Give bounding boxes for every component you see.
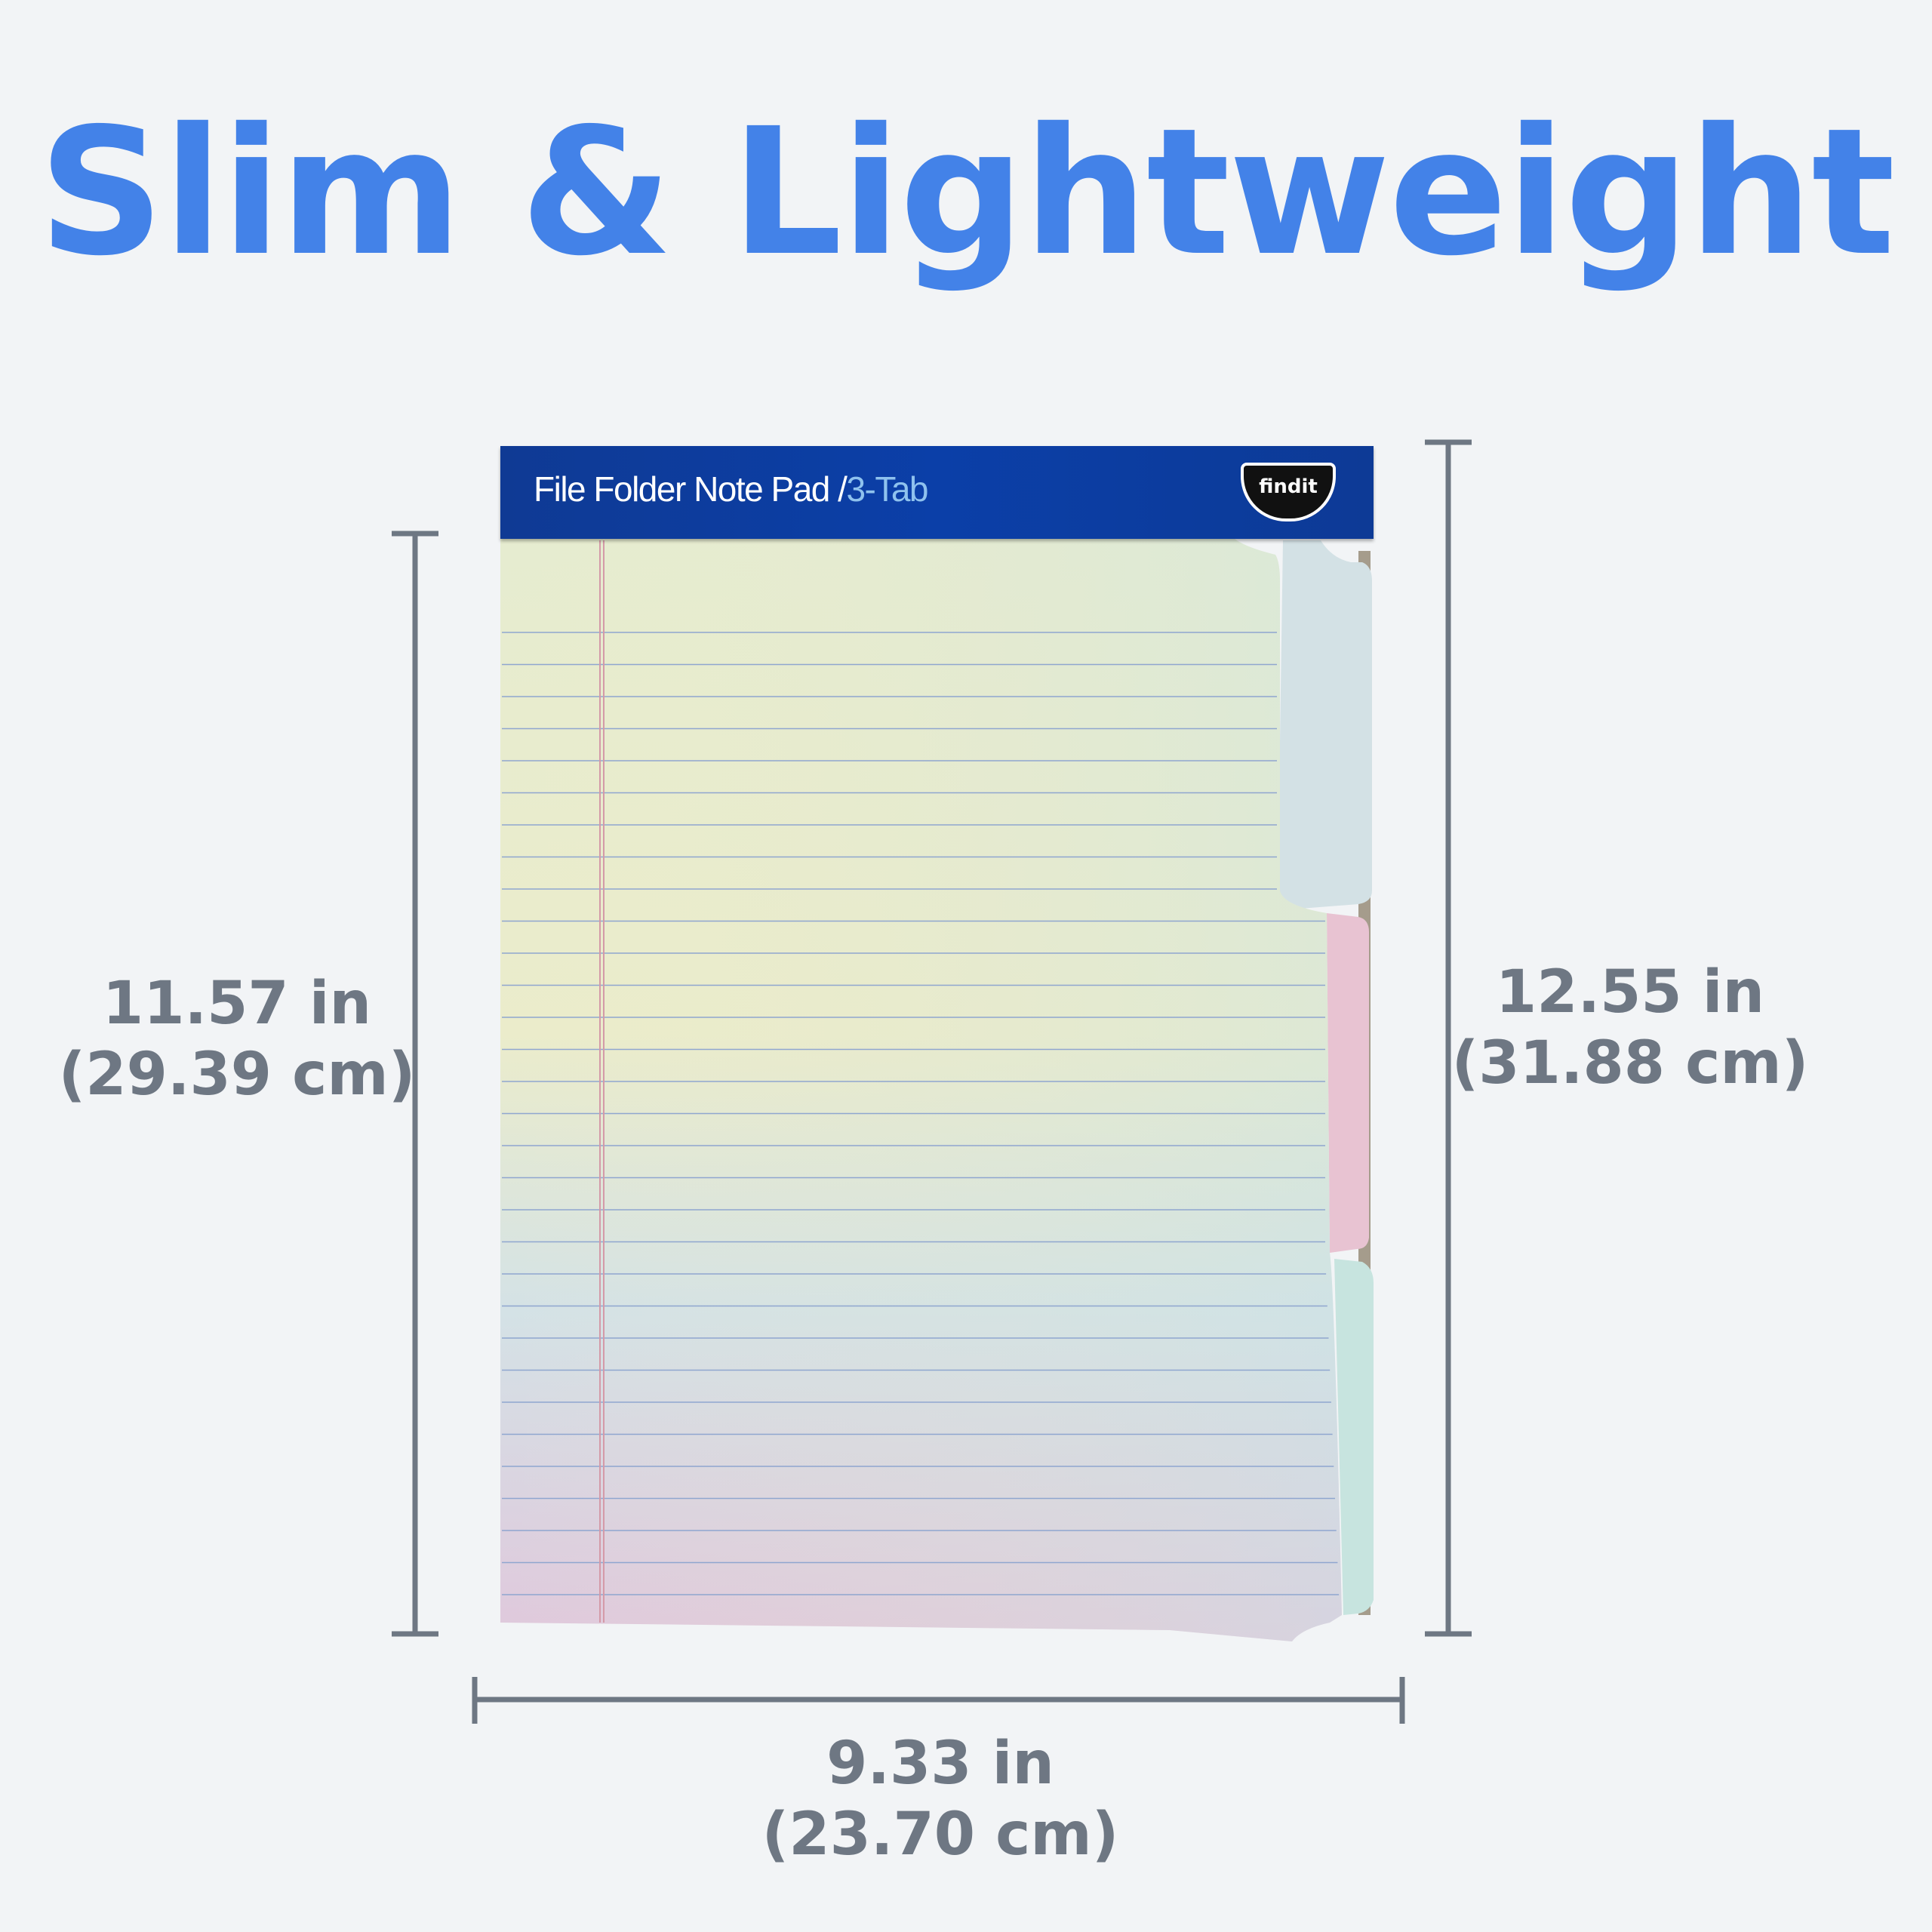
product-title: File Folder Note Pad: [534, 469, 830, 509]
product-variant: 3-Tab: [846, 469, 928, 509]
pad-height-in: 11.57 in: [102, 970, 372, 1038]
page-title: Slim & Lightweight: [38, 91, 1896, 294]
tab-mint: [1334, 1259, 1374, 1615]
dimension-line-pad-height: [392, 531, 438, 1637]
pad-height-cm: (29.39 cm): [58, 1041, 416, 1109]
ruled-lines: [502, 632, 1340, 1595]
total-height-cm: (31.88 cm): [1451, 1029, 1809, 1097]
total-height-label: 12.55 in (31.88 cm): [1404, 957, 1857, 1099]
tab-pink: [1327, 913, 1369, 1253]
width-in: 9.33 in: [826, 1730, 1054, 1798]
pad-header: File Folder Note Pad /3-Tab findit: [500, 446, 1374, 539]
pad-height-label: 11.57 in (29.39 cm): [11, 968, 463, 1110]
tab-blue: [1278, 540, 1372, 909]
product-name: File Folder Note Pad /3-Tab: [534, 469, 929, 509]
width-label: 9.33 in (23.70 cm): [714, 1728, 1167, 1870]
total-height-in: 12.55 in: [1495, 958, 1765, 1026]
dimension-line-total-height: [1425, 439, 1472, 1637]
dimension-line-width: [472, 1677, 1405, 1724]
separator: /: [838, 469, 848, 509]
width-cm: (23.70 cm): [761, 1801, 1119, 1869]
findit-logo: findit: [1241, 463, 1336, 521]
